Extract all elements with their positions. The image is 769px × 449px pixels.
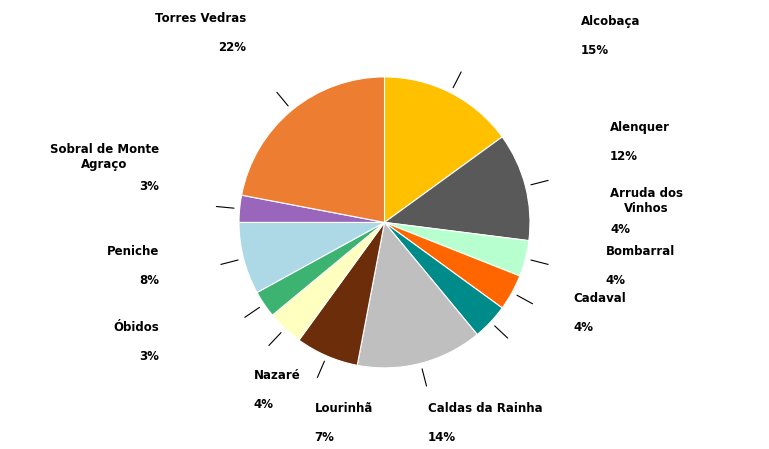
Text: Bombarral: Bombarral: [606, 245, 675, 258]
Text: 12%: 12%: [610, 150, 638, 163]
Text: 4%: 4%: [254, 398, 274, 411]
Text: Óbidos: Óbidos: [113, 321, 159, 334]
Text: 4%: 4%: [574, 321, 594, 334]
Text: 4%: 4%: [610, 223, 630, 236]
Wedge shape: [239, 195, 384, 222]
Wedge shape: [384, 77, 502, 222]
Text: 7%: 7%: [315, 431, 335, 444]
Text: Arruda dos
Vinhos: Arruda dos Vinhos: [610, 187, 683, 215]
Text: Alcobaça: Alcobaça: [581, 15, 641, 28]
Text: Cadaval: Cadaval: [574, 291, 627, 304]
Text: 3%: 3%: [139, 180, 159, 193]
Text: 22%: 22%: [218, 41, 246, 54]
Text: Caldas da Rainha: Caldas da Rainha: [428, 402, 543, 415]
Text: Torres Vedras: Torres Vedras: [155, 12, 246, 25]
Wedge shape: [384, 137, 530, 241]
Text: Sobral de Monte
Agraço: Sobral de Monte Agraço: [50, 143, 159, 171]
Wedge shape: [272, 222, 384, 340]
Wedge shape: [257, 222, 384, 315]
Wedge shape: [358, 222, 478, 368]
Text: 14%: 14%: [428, 431, 456, 444]
Wedge shape: [384, 222, 529, 276]
Text: 8%: 8%: [139, 274, 159, 287]
Text: 15%: 15%: [581, 44, 609, 57]
Text: Peniche: Peniche: [107, 245, 159, 258]
Wedge shape: [384, 222, 520, 308]
Wedge shape: [384, 222, 502, 335]
Text: Alenquer: Alenquer: [610, 121, 670, 134]
Text: Lourinhã: Lourinhã: [315, 402, 373, 415]
Wedge shape: [239, 222, 384, 292]
Text: 4%: 4%: [606, 274, 626, 287]
Text: 3%: 3%: [139, 350, 159, 363]
Wedge shape: [241, 77, 384, 222]
Text: Nazaré: Nazaré: [254, 369, 301, 382]
Wedge shape: [299, 222, 384, 365]
